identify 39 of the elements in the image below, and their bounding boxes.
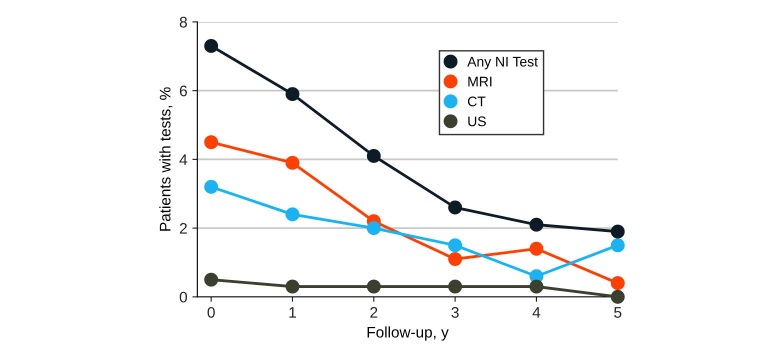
x-tick-label: 2 bbox=[370, 307, 378, 318]
point bbox=[204, 180, 218, 194]
x-tick-label: 4 bbox=[532, 307, 540, 318]
y-tick-label: 8 bbox=[180, 16, 187, 28]
point bbox=[448, 200, 462, 214]
legend-label: US bbox=[468, 116, 486, 126]
point bbox=[610, 276, 625, 290]
point bbox=[610, 224, 625, 239]
legend-label: MRI bbox=[468, 76, 492, 86]
point bbox=[448, 238, 462, 252]
y-tick-label: 2 bbox=[180, 222, 187, 234]
point bbox=[286, 207, 300, 222]
point bbox=[529, 242, 544, 256]
point bbox=[610, 290, 625, 304]
point bbox=[529, 280, 544, 294]
point bbox=[204, 135, 218, 150]
y-axis-title: Patients with tests, % bbox=[159, 87, 172, 231]
y-tick-label: 0 bbox=[180, 292, 188, 303]
point bbox=[448, 280, 462, 294]
point bbox=[286, 87, 300, 102]
x-axis-title: Follow-up, y bbox=[368, 326, 449, 341]
point bbox=[610, 238, 625, 252]
point bbox=[529, 218, 544, 232]
point bbox=[286, 280, 300, 294]
x-tick-label: 5 bbox=[614, 307, 622, 318]
point bbox=[366, 221, 381, 236]
point bbox=[204, 39, 218, 53]
y-tick-label: 6 bbox=[180, 86, 187, 96]
x-tick-label: 0 bbox=[208, 307, 215, 318]
y-tick-label: 4 bbox=[179, 154, 188, 165]
point bbox=[204, 272, 218, 287]
point bbox=[448, 252, 462, 266]
x-tick-label: 3 bbox=[451, 307, 459, 318]
legend-label: CT bbox=[468, 96, 486, 106]
legend-label: Any NI Test bbox=[467, 56, 538, 70]
point bbox=[366, 148, 381, 163]
x-tick-label: 1 bbox=[289, 307, 296, 318]
point bbox=[366, 280, 381, 294]
point bbox=[286, 156, 300, 170]
